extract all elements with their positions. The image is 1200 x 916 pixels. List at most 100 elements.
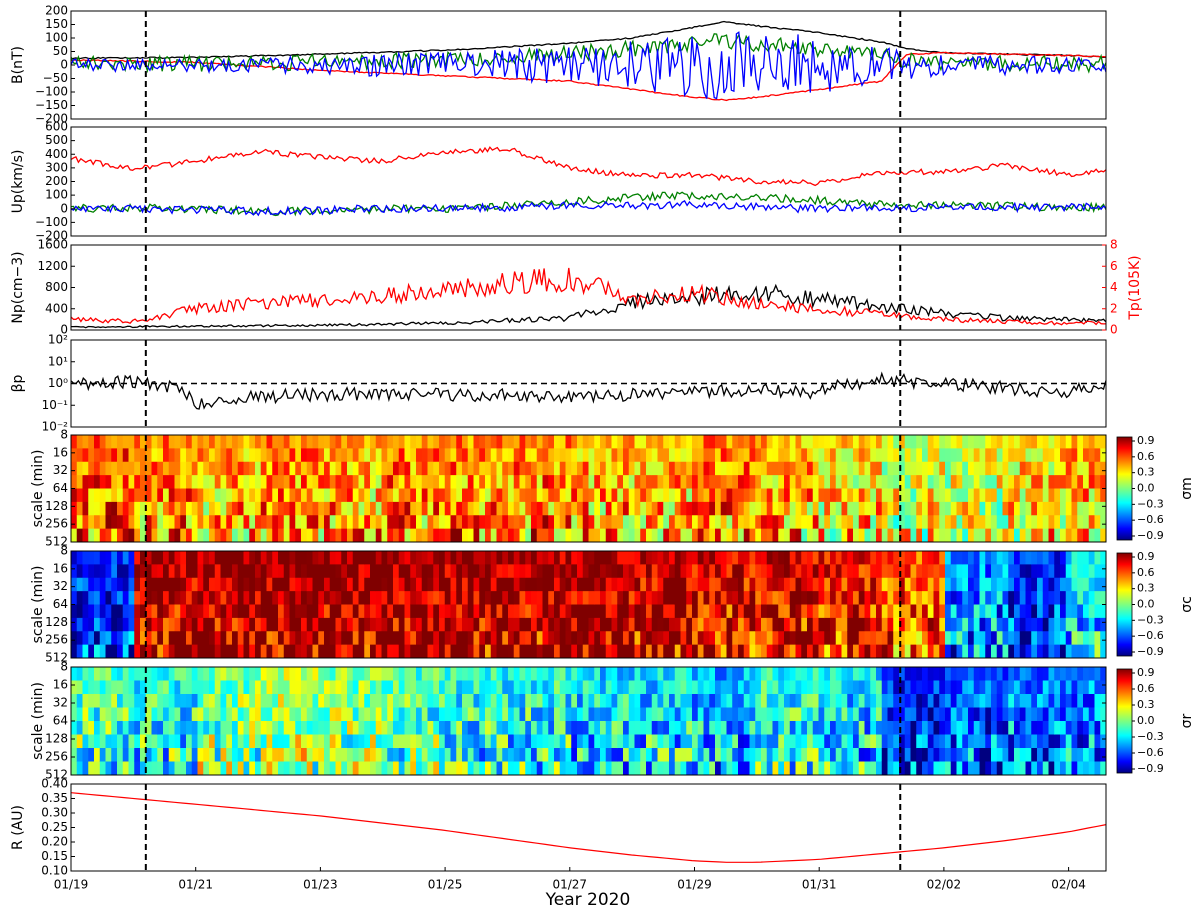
heatmap-cell — [945, 515, 952, 530]
heatmap-cell — [243, 734, 250, 749]
heatmap-cell — [1060, 604, 1067, 619]
heatmap-cell — [697, 644, 704, 659]
heatmap-cell — [968, 734, 975, 749]
heatmap-cell — [835, 631, 842, 646]
heatmap-cell — [1077, 435, 1084, 449]
heatmap-cell — [111, 667, 118, 681]
heatmap-cell — [358, 475, 365, 489]
heatmap-cell — [352, 631, 359, 646]
colorbar — [1116, 668, 1133, 774]
heatmap-cell — [255, 721, 262, 735]
y-tick-label: −200 — [35, 229, 68, 243]
heatmap-cell — [76, 515, 83, 530]
heatmap-cell — [473, 577, 480, 592]
heatmap-cell — [1065, 448, 1072, 463]
heatmap-cell — [502, 475, 509, 489]
heatmap-cell — [404, 515, 411, 530]
heatmap-cell — [220, 551, 227, 565]
heatmap-cell — [657, 435, 664, 449]
heatmap-cell — [611, 748, 618, 762]
heatmap-cell — [835, 551, 842, 565]
heatmap-cell — [933, 577, 940, 592]
heatmap-cell — [117, 501, 124, 516]
heatmap-cell — [887, 617, 894, 632]
heatmap-cell — [450, 564, 457, 579]
heatmap-cell — [605, 551, 612, 565]
heatmap-cell — [444, 435, 451, 449]
heatmap-cell — [203, 475, 210, 489]
heatmap-cell — [1048, 435, 1055, 449]
heatmap-cell — [105, 551, 112, 565]
heatmap-cell — [554, 707, 561, 722]
heatmap-cell — [571, 604, 578, 619]
heatmap-cell — [525, 680, 532, 695]
heatmap-cell — [669, 435, 676, 449]
heatmap-cell — [784, 488, 791, 503]
heatmap-cell — [933, 461, 940, 476]
heatmap-cell — [743, 721, 750, 735]
heatmap-cell — [1008, 461, 1015, 476]
heatmap-cell — [203, 631, 210, 646]
heatmap-cell — [778, 551, 785, 565]
heatmap-cell — [605, 644, 612, 659]
heatmap-cell — [76, 617, 83, 632]
heatmap-cell — [444, 748, 451, 762]
heatmap-cell — [237, 667, 244, 681]
heatmap-cell — [375, 721, 382, 735]
heatmap-cell — [1014, 488, 1021, 503]
heatmap-cell — [853, 617, 860, 632]
heatmap-cell — [209, 475, 216, 489]
heatmap-cell — [490, 761, 497, 776]
y-tick-label: −50 — [43, 71, 68, 85]
heatmap-cell — [1060, 564, 1067, 579]
heatmap-cell — [1048, 680, 1055, 695]
heatmap-cell — [864, 528, 871, 543]
heatmap-cell — [249, 448, 256, 463]
heatmap-cell — [651, 577, 658, 592]
heatmap-cell — [283, 694, 290, 708]
heatmap-cell — [950, 501, 957, 516]
heatmap-cell — [260, 721, 267, 735]
heatmap-cell — [824, 748, 831, 762]
heatmap-cell — [864, 631, 871, 646]
heatmap-cell — [870, 551, 877, 565]
heatmap-cell — [157, 501, 164, 516]
heatmap-cell — [421, 528, 428, 543]
heatmap-cell — [462, 488, 469, 503]
heatmap-cell — [715, 488, 722, 503]
heatmap-cell — [893, 667, 900, 681]
heatmap-cell — [801, 761, 808, 776]
heatmap-cell — [709, 748, 716, 762]
heatmap-cell — [881, 591, 888, 605]
heatmap-cell — [853, 591, 860, 605]
y-tick-label: 128 — [45, 732, 68, 746]
heatmap-cell — [835, 748, 842, 762]
heatmap-cell — [628, 528, 635, 543]
heatmap-cell — [94, 488, 101, 503]
heatmap-cell — [812, 564, 819, 579]
heatmap-cell — [697, 707, 704, 722]
heatmap-cell — [249, 680, 256, 695]
heatmap-cell — [318, 748, 325, 762]
heatmap-cell — [962, 680, 969, 695]
heatmap-cell — [335, 694, 342, 708]
heatmap-cell — [393, 461, 400, 476]
heatmap-cell — [600, 591, 607, 605]
heatmap-cell — [870, 501, 877, 516]
heatmap-cell — [266, 564, 273, 579]
heatmap-cell — [669, 475, 676, 489]
heatmap-cell — [669, 564, 676, 579]
x-tick-label: 02/02 — [927, 878, 962, 892]
heatmap-cell — [232, 680, 239, 695]
x-tick-label: 01/23 — [303, 878, 338, 892]
heatmap-cell — [99, 435, 106, 449]
heatmap-cell — [312, 591, 319, 605]
heatmap-cell — [1054, 617, 1061, 632]
heatmap-cell — [467, 448, 474, 463]
heatmap-cell — [703, 564, 710, 579]
heatmap-cell — [525, 577, 532, 592]
heatmap-cell — [956, 448, 963, 463]
heatmap-cell — [243, 667, 250, 681]
heatmap-cell — [623, 591, 630, 605]
heatmap-cell — [542, 461, 549, 476]
